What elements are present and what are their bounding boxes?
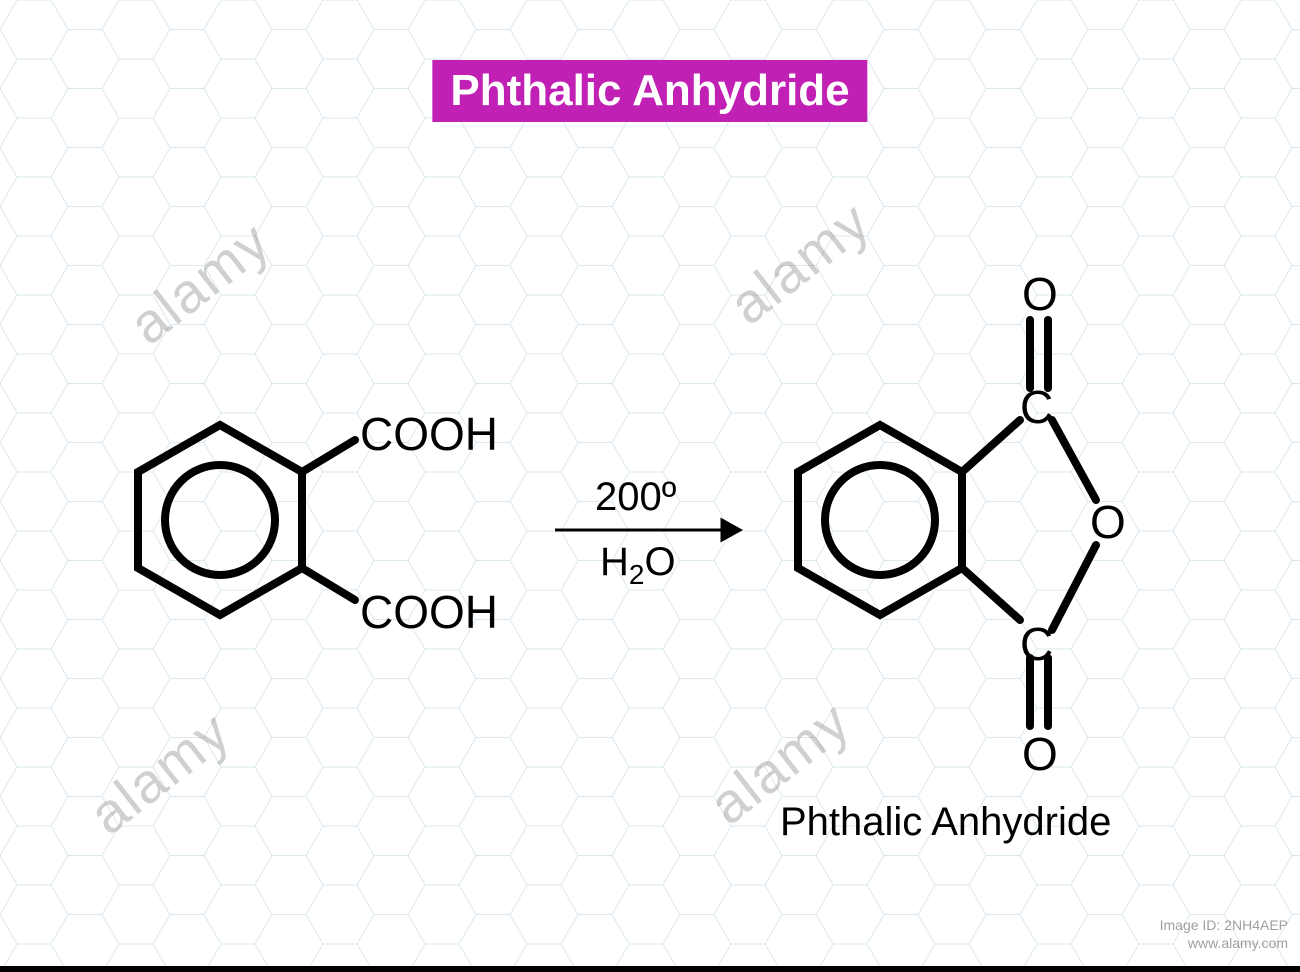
product-o-ring: O (1090, 496, 1126, 548)
watermark-small: Image ID: 2NH4AEP www.alamy.com (1160, 916, 1288, 952)
arrow-top-label: 200º (595, 475, 677, 519)
product-c-bot: C (1020, 618, 1053, 670)
watermark-url: www.alamy.com (1160, 934, 1288, 952)
arrow-bottom-label: H2O (600, 540, 676, 591)
reaction-arrow (555, 520, 740, 540)
product-label: Phthalic Anhydride (780, 800, 1111, 845)
reactant-structure (138, 425, 355, 615)
reactant-bottom-group: COOH (360, 586, 498, 638)
product-o-top: O (1022, 268, 1058, 320)
reactant-top-group: COOH (360, 408, 498, 460)
bottom-border (0, 966, 1300, 972)
product-o-bot: O (1022, 728, 1058, 780)
product-c-top: C (1020, 381, 1053, 433)
watermark-image-id: Image ID: 2NH4AEP (1160, 916, 1288, 934)
